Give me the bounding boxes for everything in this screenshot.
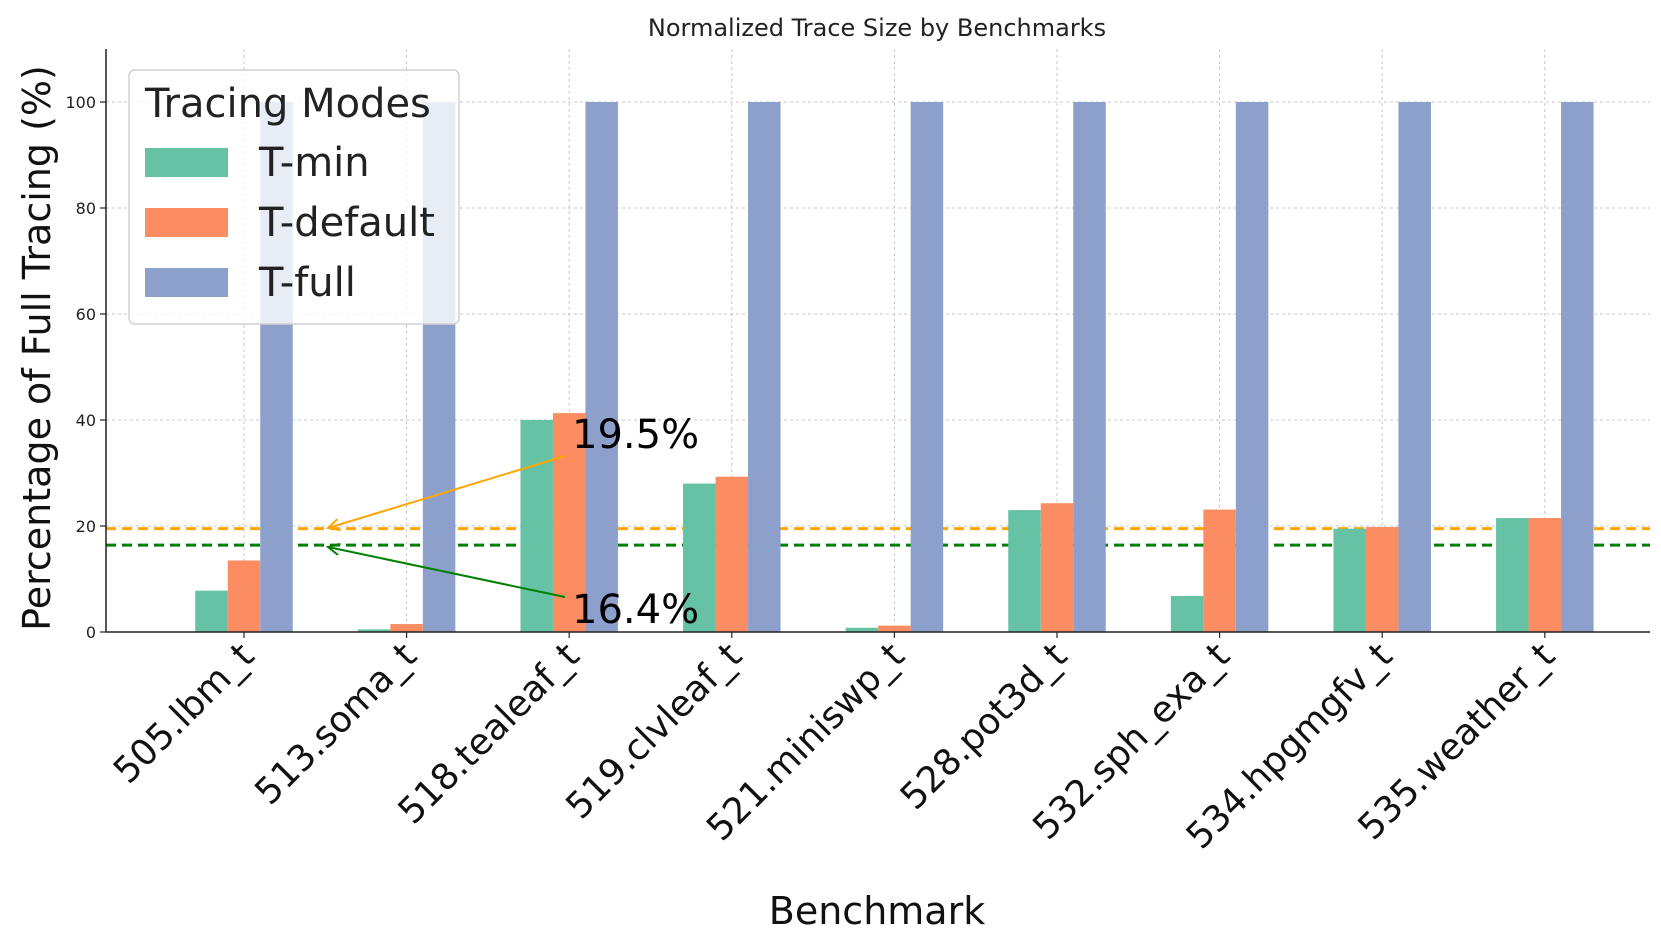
bar-t-min-518-tealeaf-t: [520, 420, 553, 632]
bar-t-min-528-pot3d-t: [1008, 510, 1041, 632]
annotation-arrow-16-4: [328, 547, 566, 598]
x-tick-label: 505.lbm_t: [106, 635, 262, 791]
legend-label-t-min: T-min: [258, 140, 370, 186]
legend-swatch-t-min: [145, 148, 228, 177]
annotations: 19.5% 16.4%: [328, 412, 699, 633]
y-tick-label: 80: [76, 199, 96, 218]
bar-t-default-535-weather-t: [1528, 518, 1562, 632]
y-tick-label: 20: [76, 517, 96, 536]
bar-t-min-519-clvleaf-t: [683, 483, 716, 632]
bar-t-full-534-hpgmgfv-t: [1398, 102, 1431, 632]
annotation-arrow-19-5: [328, 455, 566, 528]
legend-label-t-default: T-default: [258, 200, 435, 246]
bar-t-default-505-lbm-t: [227, 560, 261, 632]
y-axis-label: Percentage of Full Tracing (%): [15, 65, 59, 631]
bar-t-default-528-pot3d-t: [1040, 503, 1074, 632]
axes: [105, 49, 1650, 633]
bar-t-full-535-weather-t: [1561, 102, 1594, 632]
y-tick-label: 0: [86, 623, 96, 642]
x-tick-label: 528.pot3d_t: [893, 635, 1075, 817]
bar-t-default-521-miniswp-t: [878, 625, 911, 632]
y-tick-label: 100: [65, 93, 96, 112]
legend-swatch-t-default: [145, 208, 228, 237]
bar-t-default-534-hpgmgfv-t: [1365, 527, 1399, 632]
bar-t-min-535-weather-t: [1496, 518, 1529, 632]
bar-t-default-532-sph-exa-t: [1203, 509, 1236, 632]
x-tick-label: 513.soma_t: [247, 635, 425, 813]
bar-t-min-521-miniswp-t: [845, 627, 879, 632]
bar-t-full-528-pot3d-t: [1073, 102, 1106, 632]
y-tick-label: 60: [76, 305, 96, 324]
bar-t-min-532-sph-exa-t: [1170, 595, 1204, 632]
y-tick-label: 40: [76, 411, 96, 430]
bar-t-full-519-clvleaf-t: [748, 102, 781, 632]
bar-t-full-518-tealeaf-t: [585, 102, 618, 632]
bar-t-min-505-lbm-t: [195, 590, 228, 632]
legend-swatch-t-full: [145, 268, 228, 297]
x-axis-label: Benchmark: [769, 889, 985, 933]
legend-title: Tracing Modes: [144, 81, 431, 127]
legend-box: [128, 69, 460, 325]
bar-t-full-532-sph-exa-t: [1235, 102, 1269, 632]
annotation-16-4: 16.4%: [572, 587, 699, 633]
legend: Tracing Modes T-min T-default T-full: [128, 69, 460, 325]
bar-t-default-513-soma-t: [390, 624, 423, 632]
annotation-19-5: 19.5%: [572, 412, 699, 458]
legend-label-t-full: T-full: [258, 260, 356, 306]
bars: [195, 102, 1594, 632]
bar-t-min-513-soma-t: [357, 629, 391, 632]
x-ticks: 505.lbm_t513.soma_t518.tealeaf_t519.clvl…: [106, 632, 1563, 857]
bar-t-default-519-clvleaf-t: [715, 476, 749, 632]
bar-t-full-521-miniswp-t: [910, 102, 944, 632]
chart-title: Normalized Trace Size by Benchmarks: [648, 14, 1106, 42]
y-ticks: 0 20 40 60 80 100: [65, 93, 106, 642]
bar-t-min-534-hpgmgfv-t: [1333, 528, 1366, 632]
